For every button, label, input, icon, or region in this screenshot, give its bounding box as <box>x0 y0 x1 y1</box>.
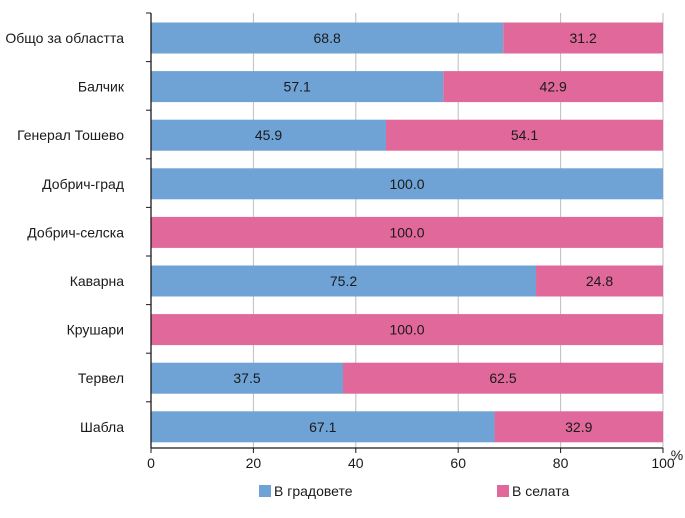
bar-villages-5 <box>536 265 663 297</box>
bar-villages-0 <box>503 22 663 54</box>
bar-villages-2 <box>386 119 663 151</box>
bar-villages-1 <box>443 71 663 103</box>
bar-villages-7 <box>343 362 663 394</box>
category-label-1: Балчик <box>78 79 125 95</box>
bar-villages-6 <box>151 314 663 346</box>
x-tick-label-1: 20 <box>246 455 262 471</box>
category-label-8: Шабла <box>80 419 124 435</box>
legend-label-0: В градовете <box>274 483 353 499</box>
category-label-7: Тервел <box>78 370 124 386</box>
data-label-villages-4: 100.0 <box>389 224 424 240</box>
data-label-villages-7: 62.5 <box>489 370 516 386</box>
data-label-cities-1: 57.1 <box>284 79 311 95</box>
bar-cities-5 <box>151 265 537 297</box>
bar-cities-1 <box>151 71 444 103</box>
category-label-4: Добрич-селска <box>27 224 124 240</box>
data-label-cities-0: 68.8 <box>314 30 341 46</box>
category-label-6: Крушари <box>67 322 124 338</box>
x-tick-label-3: 60 <box>450 455 466 471</box>
data-label-villages-1: 42.9 <box>540 79 567 95</box>
x-tick-label-5: 100 <box>651 455 675 471</box>
x-tick-label-0: 0 <box>147 455 155 471</box>
bar-cities-8 <box>151 411 495 443</box>
legend-label-1: В селата <box>512 483 569 499</box>
data-label-villages-0: 31.2 <box>570 30 597 46</box>
data-label-villages-2: 54.1 <box>511 127 538 143</box>
bar-cities-7 <box>151 362 343 394</box>
data-label-villages-8: 32.9 <box>565 419 592 435</box>
bar-cities-0 <box>151 22 504 54</box>
axes <box>146 12 664 453</box>
x-tick-label-2: 40 <box>348 455 364 471</box>
data-label-villages-5: 24.8 <box>586 273 613 289</box>
category-label-3: Добрич-град <box>42 176 124 192</box>
x-tick-label-4: 80 <box>553 455 569 471</box>
category-label-2: Генерал Тошево <box>17 127 124 143</box>
legend-swatch-0 <box>259 485 271 497</box>
bar-villages-8 <box>494 411 663 443</box>
legend-swatch-1 <box>497 485 509 497</box>
data-label-cities-7: 37.5 <box>233 370 260 386</box>
labels: 68.8 31.2 Общо за областта 57.1 42.9 Балчик 45… <box>5 30 683 471</box>
bar-cities-2 <box>151 119 387 151</box>
data-label-cities-3: 100.0 <box>389 176 424 192</box>
data-label-cities-5: 75.2 <box>330 273 357 289</box>
data-label-cities-2: 45.9 <box>255 127 282 143</box>
category-label-5: Каварна <box>70 273 125 289</box>
bar-villages-4 <box>151 216 663 248</box>
bars <box>151 22 663 443</box>
category-label-0: Общо за областта <box>5 30 124 46</box>
data-label-cities-8: 67.1 <box>309 419 336 435</box>
legend: В градовете В селата <box>259 483 569 499</box>
x-unit-label: % <box>671 447 683 463</box>
data-label-villages-6: 100.0 <box>389 322 424 338</box>
bar-cities-3 <box>151 168 663 200</box>
